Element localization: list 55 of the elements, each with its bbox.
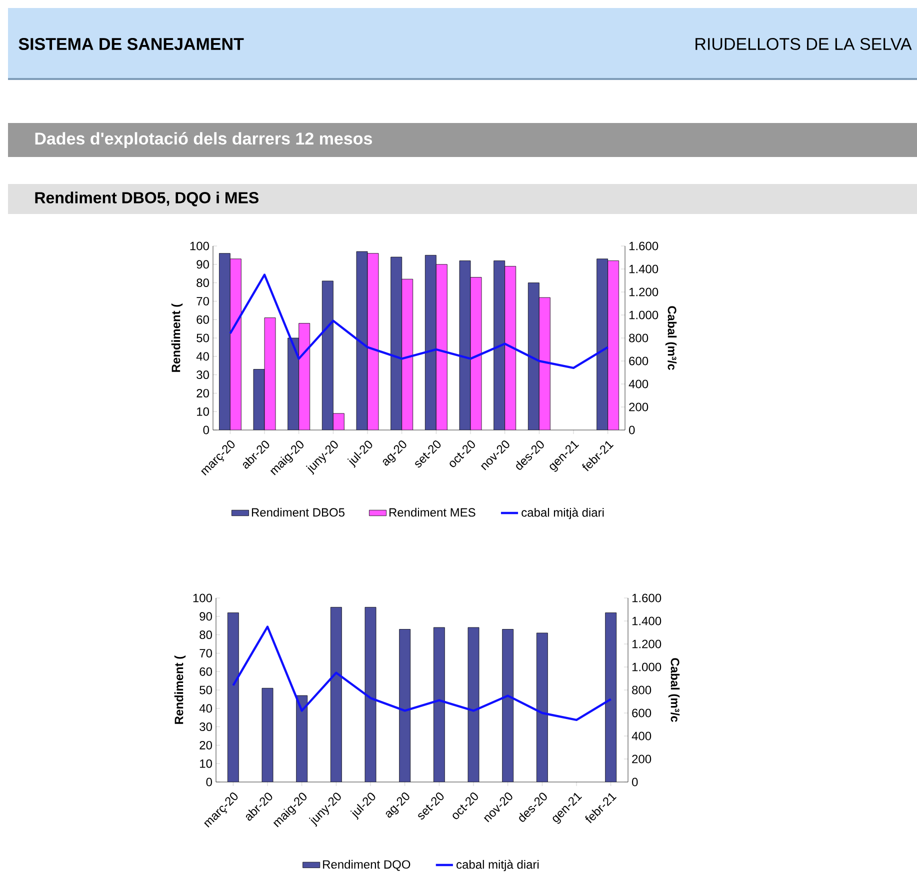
line-series xyxy=(232,626,612,721)
y-tick-label: 0 xyxy=(206,778,212,786)
y-tick-label: 0 xyxy=(203,426,210,434)
y2-tick-label: 800 xyxy=(632,686,652,694)
y-tick-label: 40 xyxy=(199,704,212,713)
y2-axis-title: Cabal (m³/c xyxy=(668,658,680,722)
y-tick-label: 40 xyxy=(196,352,210,361)
y-tick-label: 90 xyxy=(200,612,212,621)
y-tick-label: 60 xyxy=(200,667,212,676)
y2-tick-label: 1.400 xyxy=(629,264,658,274)
y-tick-label: 80 xyxy=(200,630,212,640)
y-tick-label: 10 xyxy=(197,407,210,416)
legend-label: cabal mitjà diari xyxy=(522,508,604,520)
y2-tick-label: 400 xyxy=(632,732,652,740)
y2-tick-label: 1.000 xyxy=(629,310,658,320)
y2-tick-label: 400 xyxy=(628,380,648,388)
y2-tick-label: 1.600 xyxy=(632,594,662,602)
y-tick-label: 80 xyxy=(196,278,210,288)
text: RIUDELLOTS DE LA SELVA xyxy=(696,38,912,50)
y2-tick-label: 1.000 xyxy=(632,662,662,672)
y2-tick-label: 1.200 xyxy=(632,640,662,648)
y-tick-label: 100 xyxy=(190,242,210,250)
y-tick-label: 70 xyxy=(196,296,210,306)
y2-tick-label: 600 xyxy=(629,356,648,366)
y-tick-label: 50 xyxy=(200,686,212,694)
y2-tick-label: 1.400 xyxy=(632,616,662,626)
legend-label: Rendiment MES xyxy=(389,508,476,517)
y-tick-label: 70 xyxy=(200,648,212,658)
y-tick-label: 90 xyxy=(196,260,210,269)
y-tick-label: 10 xyxy=(200,759,212,768)
y2-tick-label: 1.200 xyxy=(629,288,658,296)
y2-tick-label: 200 xyxy=(629,402,648,412)
y2-tick-label: 800 xyxy=(629,334,648,342)
y-axis-title: Rendiment ( xyxy=(174,655,186,724)
chart-title: Rendiment DBO5, DQO i MES xyxy=(35,192,258,206)
legend-label: cabal mitjà diari xyxy=(456,860,539,872)
legend-label: Rendiment DQO xyxy=(323,860,410,871)
y-axis-title: Rendiment ( xyxy=(171,303,183,372)
y2-tick-label: 200 xyxy=(632,754,652,764)
y-tick-label: 30 xyxy=(196,370,210,380)
y-tick-label: 20 xyxy=(200,740,212,750)
y-tick-label: 50 xyxy=(196,334,210,342)
y-tick-label: 20 xyxy=(196,388,210,398)
line-series xyxy=(229,274,609,369)
y2-tick-label: 0 xyxy=(632,778,638,786)
y2-tick-label: 0 xyxy=(629,426,635,434)
y2-tick-label: 1.600 xyxy=(629,242,658,250)
y2-axis-title: Cabal (m³/c xyxy=(665,306,677,370)
text: Dades d'explotació dels darrers 12 mesos xyxy=(35,132,372,148)
y-tick-label: 100 xyxy=(193,594,212,602)
y-tick-label: 30 xyxy=(200,722,212,732)
text: SISTEMA DE SANEJAMENT xyxy=(18,38,244,50)
y-tick-label: 60 xyxy=(196,315,210,324)
y2-tick-label: 600 xyxy=(632,708,652,718)
legend-label: Rendiment DBO5 xyxy=(252,508,344,517)
